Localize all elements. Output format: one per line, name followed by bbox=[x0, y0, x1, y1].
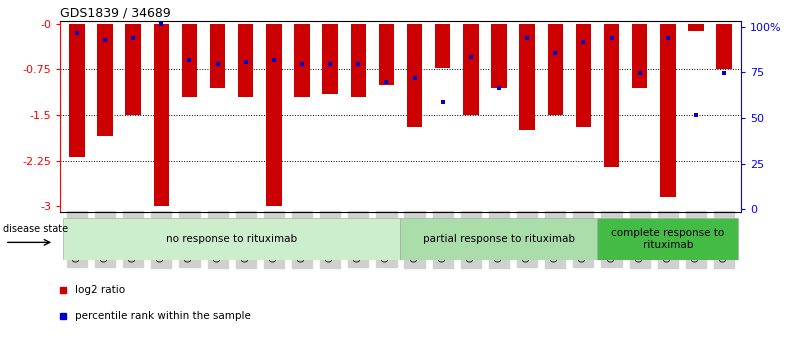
Text: complete response to
rituximab: complete response to rituximab bbox=[611, 228, 724, 250]
Bar bbox=[98, 24, 113, 136]
Bar bbox=[210, 24, 225, 88]
Bar bbox=[238, 24, 253, 97]
Bar bbox=[400, 218, 598, 260]
Bar bbox=[407, 24, 422, 127]
Bar bbox=[435, 24, 450, 68]
Bar bbox=[463, 24, 478, 115]
Text: GDS1839 / 34689: GDS1839 / 34689 bbox=[60, 7, 171, 20]
Text: percentile rank within the sample: percentile rank within the sample bbox=[75, 311, 252, 321]
Bar bbox=[182, 24, 197, 97]
Bar bbox=[69, 24, 85, 157]
Bar bbox=[323, 24, 338, 93]
Bar bbox=[598, 218, 738, 260]
Bar bbox=[351, 24, 366, 97]
Bar bbox=[716, 24, 732, 69]
Bar bbox=[266, 24, 282, 206]
Bar bbox=[379, 24, 394, 85]
Bar bbox=[632, 24, 647, 88]
Text: no response to rituximab: no response to rituximab bbox=[166, 234, 297, 244]
Bar bbox=[491, 24, 507, 88]
Bar bbox=[63, 218, 400, 260]
Text: log2 ratio: log2 ratio bbox=[75, 285, 126, 295]
Text: partial response to rituximab: partial response to rituximab bbox=[423, 234, 575, 244]
Bar bbox=[660, 24, 675, 197]
Bar bbox=[604, 24, 619, 167]
Bar bbox=[294, 24, 310, 97]
Text: disease state: disease state bbox=[3, 225, 68, 234]
Bar bbox=[126, 24, 141, 115]
Bar bbox=[154, 24, 169, 206]
Bar bbox=[548, 24, 563, 115]
Bar bbox=[576, 24, 591, 127]
Bar bbox=[688, 24, 703, 31]
Bar bbox=[519, 24, 535, 130]
